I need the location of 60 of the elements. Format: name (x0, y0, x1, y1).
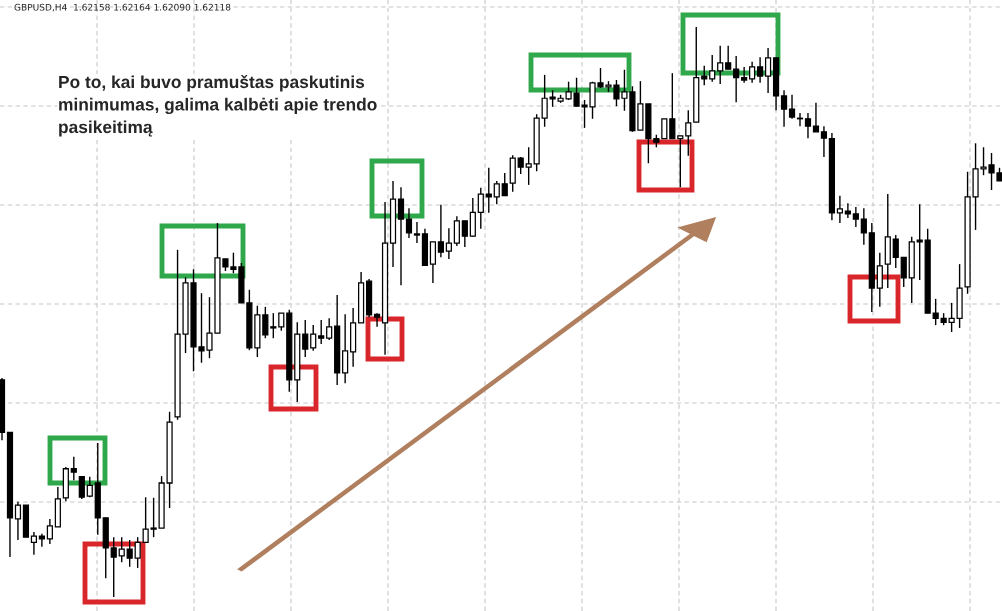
candlestick (70, 456, 77, 481)
candlestick (900, 256, 907, 288)
candlestick (453, 215, 460, 247)
candlestick (134, 536, 141, 569)
candlestick (501, 172, 508, 197)
candlestick (860, 207, 867, 246)
candlestick (876, 252, 883, 308)
candlestick (14, 501, 22, 541)
candlestick (373, 312, 381, 328)
candlestick (310, 324, 317, 352)
candlestick (725, 45, 732, 70)
candlestick (804, 112, 812, 139)
annotation: Po to, kai buvo pramuštas paskutinis minimumas, galima kalbėti apie trendo pasikeitimą (59, 75, 377, 137)
candlestick (749, 61, 756, 84)
candlestick (397, 186, 405, 286)
candlestick (126, 539, 133, 568)
candlestick (852, 206, 859, 228)
candlestick (788, 94, 796, 120)
candlestick (30, 531, 38, 556)
candlestick (685, 109, 692, 157)
candlestick (437, 204, 444, 258)
candlestick (525, 146, 532, 186)
candlestick (445, 227, 452, 260)
candlestick (485, 167, 492, 214)
candlestick (461, 220, 468, 248)
candlestick (318, 319, 325, 345)
candlestick (342, 313, 349, 384)
candlestick (812, 102, 820, 133)
candlestick (709, 54, 716, 83)
candlestick (661, 118, 668, 140)
candlestick (892, 234, 899, 269)
candlestick (701, 65, 708, 86)
candlestick (493, 180, 500, 205)
candlestick (677, 135, 684, 188)
candlestick (469, 197, 476, 238)
candlestick (733, 55, 740, 103)
candlestick (764, 47, 772, 94)
candlestick (326, 317, 333, 341)
candlestick (270, 312, 277, 339)
candlestick (741, 66, 748, 84)
candlestick (405, 207, 413, 239)
candlestick (262, 306, 269, 339)
candlestick (836, 195, 843, 224)
candlestick (844, 202, 851, 219)
candlestick (110, 536, 117, 598)
candlestick (669, 72, 676, 140)
candlestick (916, 203, 923, 281)
candlestick (780, 89, 788, 128)
candlestick (302, 319, 309, 358)
candlestick (757, 56, 764, 84)
candlestick (78, 476, 85, 500)
candlestick (477, 187, 484, 230)
candlestick (820, 125, 828, 158)
candlestick (118, 536, 125, 563)
candlestick (46, 518, 53, 545)
candlestick (717, 45, 724, 85)
candlestick (932, 298, 939, 326)
candlestick (429, 241, 437, 284)
candlestick (413, 221, 421, 244)
chart-title: GBPUSD,H4 1.62158 1.62164 1.62090 1.62118 (14, 3, 231, 12)
